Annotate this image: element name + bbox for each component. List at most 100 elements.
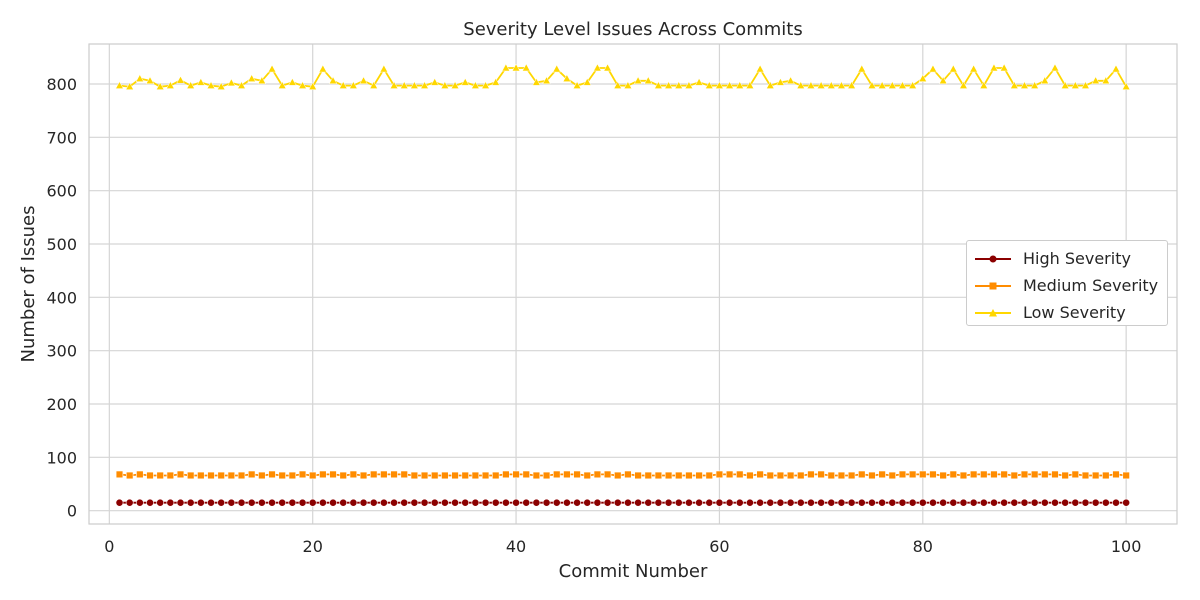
data-point-circle xyxy=(420,498,429,507)
data-point-circle xyxy=(440,498,449,507)
data-point-square xyxy=(746,471,754,480)
data-point-triangle xyxy=(186,81,195,89)
y-axis-label: Number of Issues xyxy=(18,205,39,362)
data-point-triangle xyxy=(847,81,856,89)
data-point-circle xyxy=(817,498,826,507)
data-point-triangle xyxy=(1071,81,1080,89)
data-point-circle xyxy=(379,498,388,507)
data-point-triangle xyxy=(491,77,500,86)
data-point-triangle xyxy=(877,81,887,89)
data-point-triangle xyxy=(206,81,216,89)
data-point-triangle xyxy=(684,81,694,89)
axes-frame xyxy=(88,43,1178,525)
data-point-circle xyxy=(115,498,124,507)
data-point-circle xyxy=(542,498,551,507)
data-point-circle xyxy=(1081,498,1090,507)
chart-legend: High Severity Medium Severity Low Severi… xyxy=(966,240,1168,326)
data-point-triangle xyxy=(450,81,460,89)
y-tick-label: 100 xyxy=(46,448,77,467)
data-point-square xyxy=(471,471,480,480)
data-point-circle xyxy=(664,498,673,507)
data-point-square xyxy=(980,470,988,479)
data-point-circle xyxy=(939,498,948,507)
data-point-circle xyxy=(959,498,968,507)
data-point-triangle xyxy=(593,63,602,72)
data-point-triangle xyxy=(796,81,805,89)
data-point-circle xyxy=(176,498,185,507)
data-point-circle xyxy=(308,498,317,507)
data-point-triangle xyxy=(745,81,755,89)
data-point-triangle xyxy=(583,77,592,86)
data-point-circle xyxy=(807,498,815,507)
data-point-square xyxy=(614,471,622,480)
data-point-triangle xyxy=(430,77,439,86)
data-point-triangle xyxy=(389,81,399,89)
data-point-square xyxy=(125,471,134,480)
data-point-square xyxy=(298,470,307,479)
data-point-square xyxy=(959,471,968,480)
data-point-circle xyxy=(1091,498,1100,507)
data-point-triangle xyxy=(1020,81,1029,89)
data-point-square xyxy=(776,471,785,480)
data-point-circle xyxy=(1061,498,1070,507)
data-point-circle xyxy=(268,498,276,507)
data-point-triangle xyxy=(1111,64,1121,73)
data-point-triangle xyxy=(440,81,450,89)
data-point-square xyxy=(725,470,734,479)
data-point-circle xyxy=(522,498,531,507)
data-point-triangle xyxy=(1060,81,1070,89)
data-point-square xyxy=(766,471,774,480)
data-point-triangle xyxy=(766,81,775,89)
data-point-square xyxy=(400,470,408,479)
data-point-triangle xyxy=(1081,81,1090,89)
data-point-circle xyxy=(329,498,337,507)
data-point-circle xyxy=(278,498,287,507)
legend-label-medium: Medium Severity xyxy=(1023,276,1159,295)
data-point-triangle xyxy=(776,77,785,86)
data-point-triangle xyxy=(115,81,124,89)
legend-label-high: High Severity xyxy=(1023,249,1131,268)
data-point-square xyxy=(573,470,581,479)
data-point-triangle xyxy=(247,74,256,82)
data-point-circle xyxy=(735,498,744,507)
data-point-square xyxy=(715,470,724,479)
data-point-triangle xyxy=(1010,81,1019,89)
data-point-square xyxy=(847,471,856,480)
data-point-square xyxy=(837,471,846,480)
data-point-square xyxy=(1030,470,1039,479)
data-point-circle xyxy=(563,498,571,507)
data-point-circle xyxy=(593,498,602,507)
legend-label-low: Low Severity xyxy=(1023,303,1126,322)
data-point-circle xyxy=(1051,498,1059,507)
data-point-circle xyxy=(857,498,866,507)
x-tick-label: 100 xyxy=(1111,537,1142,556)
data-point-triangle xyxy=(125,82,134,90)
data-point-square xyxy=(156,471,164,480)
data-point-triangle xyxy=(572,81,582,89)
data-point-triangle xyxy=(176,75,185,84)
data-point-triangle xyxy=(155,82,165,90)
data-point-circle xyxy=(186,498,195,507)
y-tick-label: 400 xyxy=(46,288,77,307)
data-point-square xyxy=(705,471,713,480)
data-point-square xyxy=(644,471,652,480)
x-axis-label: Commit Number xyxy=(559,561,708,582)
data-point-triangle xyxy=(928,64,938,73)
data-point-triangle xyxy=(1050,63,1060,72)
data-point-circle xyxy=(613,498,622,507)
data-point-circle xyxy=(1030,498,1039,507)
x-tick-label: 20 xyxy=(303,537,323,556)
data-point-square xyxy=(1020,470,1029,479)
data-point-triangle xyxy=(308,82,317,90)
data-point-square xyxy=(736,470,744,479)
data-point-square xyxy=(420,471,429,480)
data-point-circle xyxy=(207,498,215,507)
data-point-triangle xyxy=(613,81,622,89)
data-point-square xyxy=(1122,471,1130,480)
data-point-circle xyxy=(868,498,876,507)
data-point-triangle xyxy=(532,77,541,86)
data-point-square xyxy=(756,470,764,479)
data-point-circle xyxy=(532,498,541,507)
data-point-triangle xyxy=(1030,81,1039,89)
